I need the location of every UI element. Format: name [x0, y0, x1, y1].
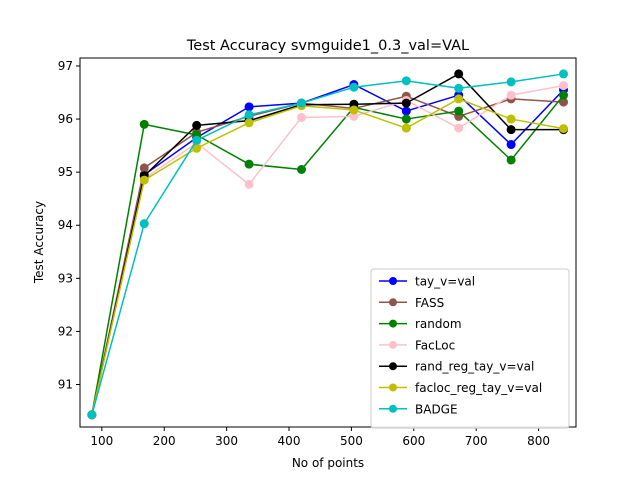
legend-label: FASS — [415, 296, 444, 310]
legend-marker — [389, 340, 397, 349]
data-point — [506, 155, 516, 165]
data-point — [244, 110, 254, 120]
data-point — [401, 123, 411, 133]
data-point — [349, 105, 359, 115]
data-point — [139, 219, 149, 229]
data-point — [454, 123, 464, 133]
data-point — [296, 164, 306, 174]
data-point — [454, 106, 464, 116]
data-point — [559, 90, 569, 100]
data-point — [506, 114, 516, 124]
legend-marker — [389, 362, 397, 371]
data-point — [349, 82, 359, 92]
x-tick-label: 500 — [340, 434, 363, 448]
data-point — [139, 119, 149, 129]
series-line — [91, 73, 564, 415]
series-line — [91, 84, 564, 415]
legend-marker — [389, 277, 397, 285]
data-point — [559, 124, 569, 134]
data-point — [401, 76, 411, 86]
data-point — [454, 83, 464, 93]
x-tick-label: 300 — [215, 434, 238, 448]
series-line — [91, 94, 565, 415]
plot-frame — [79, 57, 577, 428]
x-tick-label: 700 — [465, 434, 488, 448]
data-point — [244, 118, 254, 128]
legend-marker — [389, 404, 397, 413]
legend-label: tay_v=val — [415, 275, 475, 289]
legend-label: rand_reg_tay_v=val — [415, 360, 534, 374]
data-point — [87, 410, 97, 420]
legend: tay_v=val FASS random FacLoc rand_reg_tay_v=… — [370, 268, 570, 429]
data-point — [244, 179, 254, 189]
data-point — [506, 140, 516, 150]
y-tick-label: 91 — [58, 378, 73, 392]
x-tick-label: 600 — [402, 434, 425, 448]
data-point — [401, 106, 411, 116]
series-line — [91, 73, 564, 415]
plot-series — [87, 69, 569, 420]
x-tick-label: 100 — [90, 434, 113, 448]
data-point — [296, 98, 306, 108]
legend-label: facloc_reg_tay_v=val — [415, 381, 542, 395]
data-point — [139, 175, 149, 185]
legend-box — [370, 268, 570, 429]
y-tick-label: 92 — [58, 324, 73, 338]
legend-label: random — [415, 317, 462, 331]
legend-marker — [389, 298, 397, 307]
series-line — [91, 98, 564, 415]
y-axis-label: Test Accuracy — [32, 201, 46, 284]
data-point — [559, 69, 569, 79]
x-axis-label: No of points — [292, 456, 364, 470]
x-tick-label: 800 — [527, 434, 550, 448]
data-point — [401, 98, 411, 108]
data-point — [192, 120, 202, 130]
data-point — [244, 102, 254, 112]
legend-label: FacLoc — [415, 338, 455, 352]
y-tick-label: 94 — [58, 218, 73, 232]
x-tick-label: 200 — [153, 434, 176, 448]
chart-title: Test Accuracy svmguide1_0.3_val=VAL — [186, 38, 469, 54]
data-point — [506, 90, 516, 100]
data-point — [454, 94, 464, 104]
data-point — [139, 163, 149, 173]
y-tick-label: 95 — [58, 165, 73, 179]
legend-marker — [389, 319, 397, 328]
series-line — [91, 83, 565, 415]
data-point — [244, 159, 254, 169]
y-tick-label: 96 — [58, 112, 73, 126]
data-point — [506, 77, 516, 87]
x-tick-label: 400 — [278, 434, 301, 448]
y-tick-label: 93 — [58, 271, 73, 285]
y-tick-label: 97 — [58, 59, 73, 73]
legend-label: BADGE — [415, 402, 458, 416]
axis-ticks: 100 200 300 400 500 600 700 800 91 92 93 94 95 96 97 — [58, 59, 550, 448]
data-point — [506, 125, 516, 135]
data-point — [296, 112, 306, 122]
legend-marker — [389, 383, 397, 392]
data-point — [559, 81, 569, 91]
data-point — [192, 135, 202, 145]
data-point — [454, 69, 464, 79]
data-point — [401, 114, 411, 124]
